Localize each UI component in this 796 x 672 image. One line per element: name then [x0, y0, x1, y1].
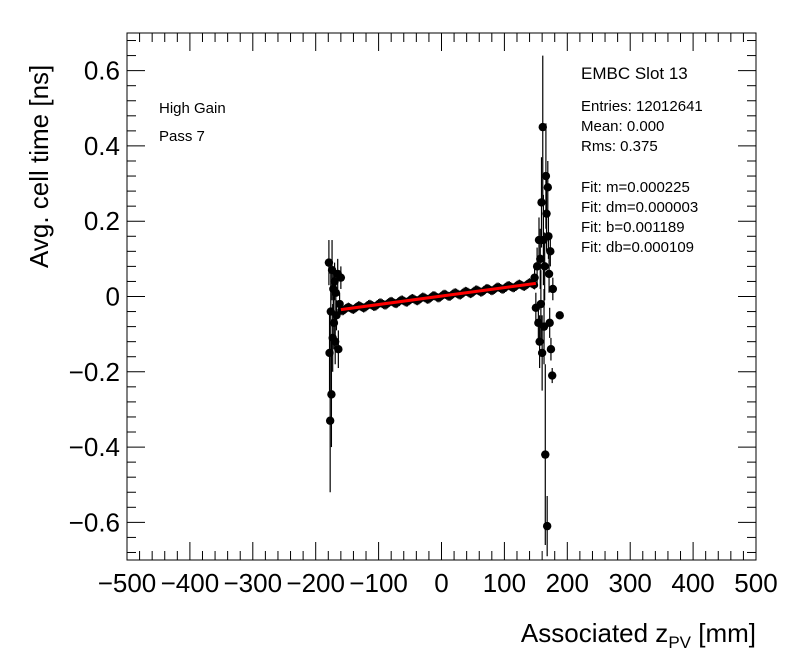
- data-point: [541, 450, 550, 459]
- data-point: [536, 299, 546, 309]
- data-point: [544, 232, 553, 241]
- fit-line: [340, 281, 537, 312]
- x-tick-label: 0: [434, 568, 448, 598]
- y-tick-label: 0.2: [84, 206, 120, 236]
- data-point: [332, 311, 341, 320]
- data-points: [324, 55, 564, 557]
- y-axis-label: Avg. cell time [ns]: [24, 64, 54, 268]
- data-point: [327, 390, 336, 399]
- data-point: [543, 183, 553, 192]
- x-tick-label: 500: [734, 568, 777, 598]
- data-point: [324, 258, 334, 267]
- data-point: [541, 171, 551, 181]
- x-tick-label: −300: [224, 568, 283, 598]
- data-point: [545, 318, 554, 328]
- chart-title: EMBC Slot 13: [581, 64, 688, 83]
- data-point: [325, 416, 335, 425]
- x-axis-label-unit: [mm]: [691, 618, 756, 648]
- stat-rms: Rms: 0.375: [581, 138, 658, 155]
- data-point: [334, 345, 343, 354]
- data-point: [537, 348, 547, 358]
- y-tick-label: 0.6: [84, 56, 120, 86]
- data-point: [548, 371, 557, 380]
- tick-labels: −500 −400 −300 −200 −100 0 100 200 300 400 500 −0.6…: [69, 56, 778, 598]
- x-tick-label: −100: [349, 568, 408, 598]
- x-tick-label: −500: [98, 568, 157, 598]
- x-axis-label: Associated zPV [mm]: [521, 618, 756, 653]
- stat-fit-b: Fit: b=0.001189: [581, 219, 685, 236]
- stat-mean: Mean: 0.000: [581, 118, 665, 135]
- x-tick-label: 300: [609, 568, 652, 598]
- y-tick-label: −0.2: [69, 357, 120, 387]
- x-tick-label: 400: [671, 568, 714, 598]
- data-point: [330, 337, 340, 346]
- data-point: [532, 262, 542, 271]
- y-tick-label: −0.6: [69, 507, 120, 537]
- stat-fit-dm: Fit: dm=0.000003: [581, 199, 699, 216]
- x-tick-label: 100: [483, 568, 526, 598]
- stat-fit-m: Fit: m=0.000225: [581, 179, 690, 196]
- x-axis-label-sub: PV: [668, 633, 691, 652]
- data-point: [330, 277, 339, 286]
- data-point: [536, 254, 545, 264]
- data-point: [331, 288, 341, 297]
- annotation-pass: Pass 7: [159, 128, 205, 145]
- stat-entries: Entries: 12012641: [581, 98, 703, 115]
- data-point: [537, 198, 546, 207]
- axis-ticks: [126, 33, 757, 560]
- annotation-high-gain: High Gain: [159, 100, 226, 117]
- data-point: [542, 521, 552, 531]
- data-point: [548, 284, 558, 294]
- data-point: [540, 262, 549, 271]
- data-point: [542, 209, 551, 218]
- data-point: [335, 299, 344, 309]
- data-point: [546, 345, 556, 354]
- x-tick-label: −400: [161, 568, 220, 598]
- data-point: [544, 269, 554, 279]
- data-point: [555, 311, 564, 320]
- x-axis-label-main: Associated z: [520, 618, 669, 648]
- data-point: [336, 273, 346, 282]
- x-tick-label: −200: [286, 568, 345, 598]
- y-tick-label: 0.4: [84, 131, 120, 161]
- y-tick-label: 0: [106, 282, 120, 312]
- x-tick-label: 200: [546, 568, 589, 598]
- data-point: [538, 122, 547, 132]
- y-tick-label: −0.4: [69, 432, 120, 462]
- stat-fit-db: Fit: db=0.000109: [581, 239, 695, 256]
- data-point: [546, 247, 555, 256]
